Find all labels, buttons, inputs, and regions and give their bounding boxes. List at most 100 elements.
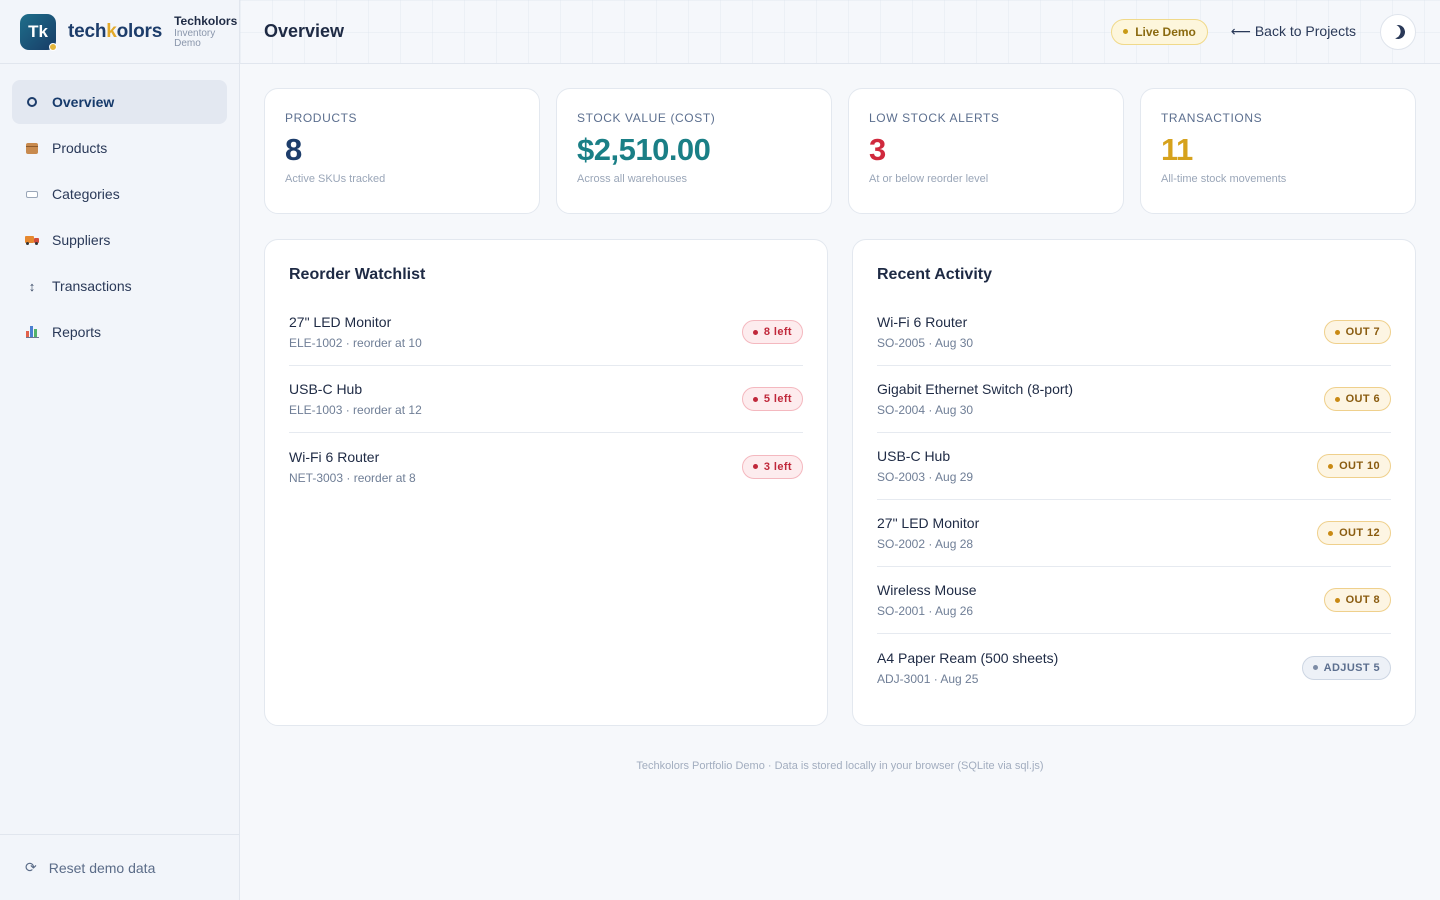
item-name: Wi-Fi 6 Router bbox=[877, 314, 968, 330]
badge-label: 3 left bbox=[763, 460, 792, 473]
badge-label: OUT 7 bbox=[1345, 326, 1380, 338]
item-meta: SO-2004 · Aug 30 bbox=[877, 403, 974, 417]
item-name: USB-C Hub bbox=[289, 381, 363, 397]
list-item[interactable]: USB-C Hub SO-2003 · Aug 29 OUT 10 bbox=[877, 433, 1391, 500]
panel-title: Reorder Watchlist bbox=[289, 266, 426, 283]
stat-card-products: PRODUCTS 8 Active SKUs tracked bbox=[264, 88, 540, 214]
stat-card-transactions: TRANSACTIONS 11 All-time stock movements bbox=[1140, 88, 1416, 214]
badge-label: OUT 6 bbox=[1345, 393, 1380, 405]
stat-card-stock-value: STOCK VALUE (COST) $2,510.00 Across all … bbox=[556, 88, 832, 214]
item-name: A4 Paper Ream (500 sheets) bbox=[877, 649, 1059, 666]
badge-label: 8 left bbox=[763, 326, 792, 338]
overview-icon bbox=[25, 95, 39, 109]
item-meta: SO-2003 · Aug 29 bbox=[877, 470, 974, 484]
stat-subtext: All-time stock movements bbox=[1161, 173, 1287, 185]
item-name: USB-C Hub bbox=[877, 448, 951, 464]
sidebar: Tk techkolors Techkolors Inventory Demo … bbox=[0, 0, 240, 900]
up-down-arrow-icon: ↕ bbox=[28, 278, 36, 294]
badge-label: OUT 12 bbox=[1339, 527, 1380, 539]
sidebar-item-label: Transactions bbox=[52, 278, 132, 294]
item-meta: ELE-1003 · reorder at 12 bbox=[289, 403, 422, 417]
logo-badge[interactable]: Tk bbox=[20, 13, 57, 51]
header-actions: Live Demo ⟵ Back to Projects bbox=[1111, 13, 1416, 50]
reset-demo-label: Reset demo data bbox=[48, 859, 156, 876]
back-to-projects-link[interactable]: ⟵ Back to Projects bbox=[1230, 23, 1356, 39]
stat-value: $2,510.00 bbox=[577, 132, 711, 167]
brand-header: Tk techkolors Techkolors Inventory Demo bbox=[0, 0, 239, 64]
sidebar-item-label: Reports bbox=[52, 324, 102, 340]
brand-subtitle: Inventory bbox=[174, 27, 216, 39]
stat-subtext: Active SKUs tracked bbox=[285, 173, 386, 185]
stat-label: STOCK VALUE (COST) bbox=[577, 111, 716, 125]
list-item[interactable]: Gigabit Ethernet Switch (8-port) SO-2004 … bbox=[877, 366, 1391, 433]
stock-left-badge: 8 left bbox=[741, 320, 803, 344]
sidebar-item-label: Products bbox=[52, 140, 108, 156]
transaction-badge: OUT 6 bbox=[1323, 387, 1391, 411]
moon-icon bbox=[1389, 23, 1407, 41]
item-meta: SO-2005 · Aug 30 bbox=[877, 336, 974, 350]
sidebar-item-overview[interactable]: Overview bbox=[12, 80, 227, 124]
sidebar-item-products[interactable]: Products bbox=[12, 126, 227, 170]
list-item[interactable]: A4 Paper Ream (500 sheets) ADJ-3001 · Aug… bbox=[877, 634, 1391, 701]
wordmark-part: tech bbox=[68, 20, 107, 42]
theme-toggle-button[interactable] bbox=[1380, 13, 1416, 50]
truck-icon bbox=[25, 233, 39, 247]
sidebar-item-transactions[interactable]: ↕ Transactions bbox=[12, 264, 227, 308]
stat-label: LOW STOCK ALERTS bbox=[869, 111, 1000, 125]
transaction-badge: ADJUST 5 bbox=[1301, 655, 1391, 680]
list-item[interactable]: 27" LED Monitor ELE-1002 · reorder at 10 … bbox=[289, 299, 803, 366]
stat-subtext: Across all warehouses bbox=[577, 173, 688, 185]
panel-title: Recent Activity bbox=[877, 266, 992, 283]
bar-chart-icon bbox=[25, 325, 39, 339]
stock-left-badge: 3 left bbox=[741, 454, 803, 479]
package-icon bbox=[25, 141, 39, 155]
transaction-badge: OUT 7 bbox=[1323, 320, 1391, 344]
page-title: Overview bbox=[264, 21, 345, 41]
recent-activity-panel: Recent Activity Wi-Fi 6 Router SO-2005 · … bbox=[852, 239, 1416, 726]
wordmark: techkolors bbox=[68, 21, 162, 43]
sidebar-item-label: Overview bbox=[52, 94, 115, 110]
live-demo-label: Live Demo bbox=[1135, 24, 1196, 39]
sidebar-item-label: Categories bbox=[52, 186, 120, 202]
brand-subtitle: Demo bbox=[174, 37, 201, 49]
brand-name: Techkolors bbox=[174, 13, 238, 28]
transaction-badge: OUT 12 bbox=[1317, 521, 1391, 545]
refresh-icon: ⟳ bbox=[25, 859, 37, 875]
tag-icon bbox=[25, 187, 39, 201]
stat-label: PRODUCTS bbox=[285, 111, 358, 125]
status-dot-icon bbox=[49, 42, 57, 51]
sidebar-item-suppliers[interactable]: Suppliers bbox=[12, 218, 227, 262]
stock-left-badge: 5 left bbox=[741, 387, 803, 411]
badge-label: OUT 10 bbox=[1339, 460, 1380, 472]
list-item[interactable]: 27" LED Monitor SO-2002 · Aug 28 OUT 12 bbox=[877, 500, 1391, 567]
item-meta: ELE-1002 · reorder at 10 bbox=[289, 336, 422, 350]
item-name: Wi-Fi 6 Router bbox=[289, 448, 380, 465]
stat-subtext: At or below reorder level bbox=[869, 173, 989, 185]
sidebar-item-categories[interactable]: Categories bbox=[12, 172, 227, 216]
sidebar-nav: Overview Products Categories Suppliers ↕… bbox=[0, 64, 239, 372]
list-item[interactable]: Wireless Mouse SO-2001 · Aug 26 OUT 8 bbox=[877, 567, 1391, 634]
list-item[interactable]: Wi-Fi 6 Router SO-2005 · Aug 30 OUT 7 bbox=[877, 299, 1391, 366]
reorder-watchlist-panel: Reorder Watchlist 27" LED Monitor ELE-100… bbox=[264, 239, 828, 726]
wordmark-accent: k bbox=[106, 20, 117, 42]
badge-label: ADJUST 5 bbox=[1323, 661, 1380, 674]
stat-value: 11 bbox=[1161, 132, 1193, 167]
live-dot-icon bbox=[1123, 29, 1129, 34]
reset-demo-button[interactable]: ⟳ Reset demo data bbox=[0, 834, 239, 900]
top-header: Overview Live Demo ⟵ Back to Projects bbox=[240, 0, 1440, 64]
stat-value: 8 bbox=[285, 132, 302, 167]
live-demo-badge: Live Demo bbox=[1111, 18, 1208, 45]
brand-text: Techkolors Inventory Demo bbox=[174, 15, 237, 49]
list-item[interactable]: USB-C Hub ELE-1003 · reorder at 12 5 left bbox=[289, 366, 803, 433]
transaction-badge: OUT 8 bbox=[1323, 588, 1391, 612]
sidebar-item-label: Suppliers bbox=[52, 232, 111, 248]
stat-label: TRANSACTIONS bbox=[1161, 111, 1263, 125]
logo-text: Tk bbox=[28, 21, 48, 41]
item-name: Wireless Mouse bbox=[877, 582, 977, 598]
list-item[interactable]: Wi-Fi 6 Router NET-3003 · reorder at 8 3 … bbox=[289, 433, 803, 500]
stat-value: 3 bbox=[869, 132, 886, 167]
item-meta: SO-2002 · Aug 28 bbox=[877, 537, 974, 551]
item-name: 27" LED Monitor bbox=[289, 314, 392, 330]
sidebar-item-reports[interactable]: Reports bbox=[12, 310, 227, 354]
item-name: 27" LED Monitor bbox=[877, 515, 980, 531]
